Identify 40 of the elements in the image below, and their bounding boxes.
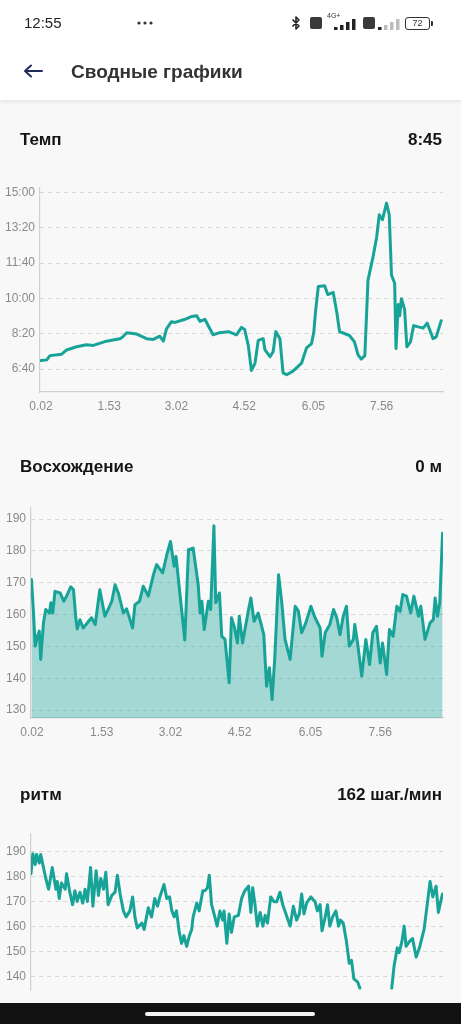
chart-subtitle: 162 шаг./мин [337, 784, 442, 806]
y-tick-label: 190 [5, 843, 27, 858]
x-tick-label: 6.05 [298, 724, 323, 739]
y-tick-label: 170 [5, 575, 27, 590]
x-tick-label: 3.02 [164, 398, 189, 413]
y-tick-label: 160 [5, 606, 27, 621]
x-tick-label: 6.05 [301, 398, 326, 413]
y-tick-label: 150 [5, 943, 27, 958]
chart-title: ритм [20, 784, 62, 806]
y-tick-label: 140 [5, 670, 27, 685]
text: 12:55 [24, 14, 62, 32]
x-tick-label: 0.02 [20, 724, 44, 739]
y-tick-label: 170 [5, 893, 27, 908]
y-tick-label: 6:40 [11, 361, 36, 376]
x-tick-label: 3.02 [158, 724, 183, 739]
y-tick-label: 10:00 [4, 290, 36, 305]
x-tick-label: 1.53 [97, 398, 122, 413]
x-tick-label: 4.52 [232, 398, 257, 413]
x-tick-label: 4.52 [228, 724, 252, 739]
chart-title: Темп [20, 129, 62, 151]
chart-subtitle: 0 м [415, 456, 442, 478]
y-tick-label: 15:00 [4, 184, 36, 199]
text: Сводные графики [71, 60, 243, 84]
y-tick-label: 11:40 [5, 255, 36, 270]
x-tick-label: 7.56 [369, 398, 394, 413]
y-tick-label: 8:20 [11, 326, 36, 341]
chart-subtitle: 8:45 [407, 129, 442, 151]
chart-title: Восхождение [20, 456, 134, 478]
y-tick-label: 13:20 [4, 220, 36, 235]
y-tick-label: 190 [5, 511, 27, 526]
y-tick-label: 150 [5, 638, 27, 653]
y-tick-label: 140 [5, 968, 27, 983]
x-tick-label: 1.53 [89, 724, 114, 739]
y-tick-label: 180 [5, 543, 27, 558]
x-tick-label: 7.56 [368, 724, 393, 739]
y-tick-label: 180 [5, 868, 27, 883]
x-tick-label: 0.02 [29, 398, 53, 413]
battery-icon: 72 [405, 17, 430, 30]
y-tick-label: 130 [5, 702, 27, 717]
y-tick-label: 160 [5, 918, 27, 933]
